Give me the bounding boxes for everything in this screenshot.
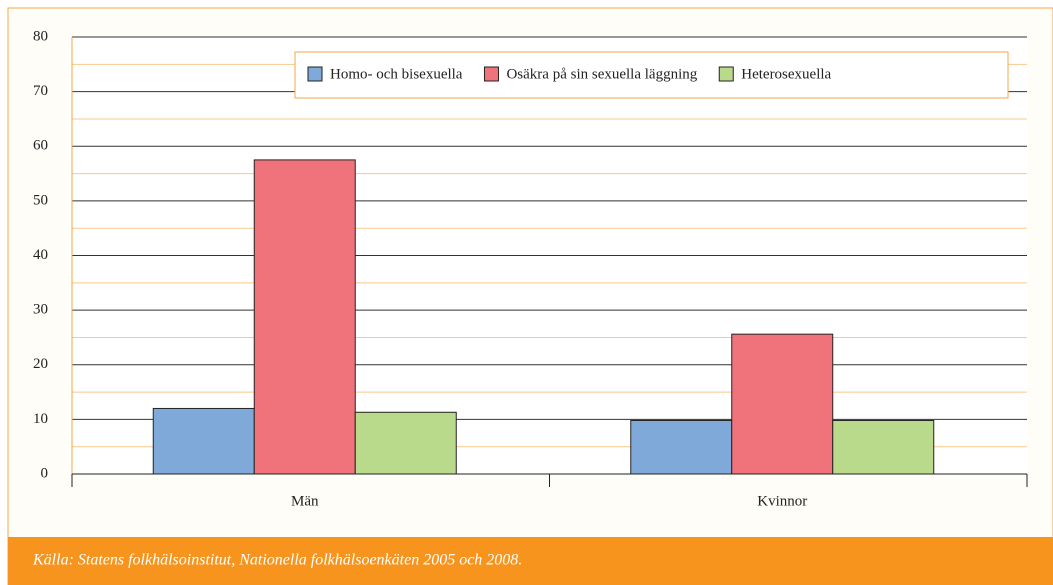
legend: Homo- och bisexuella Osäkra på sin sexuel… bbox=[294, 51, 1009, 99]
bar bbox=[630, 419, 733, 475]
y-tick-label: 70 bbox=[33, 83, 48, 99]
y-tick-label: 20 bbox=[33, 356, 48, 372]
y-tick-label: 30 bbox=[33, 302, 48, 318]
legend-label: Homo- och bisexuella bbox=[330, 66, 463, 82]
legend-swatch bbox=[718, 66, 734, 82]
x-tick-label: Kvinnor bbox=[757, 493, 807, 509]
bar bbox=[152, 407, 255, 475]
bar bbox=[731, 333, 834, 475]
y-tick-label: 40 bbox=[33, 247, 48, 263]
source-band bbox=[8, 537, 1053, 585]
legend-swatch bbox=[307, 66, 323, 82]
y-tick-label: 10 bbox=[33, 411, 48, 427]
legend-box bbox=[294, 51, 1009, 99]
legend-label: Heterosexuella bbox=[741, 66, 831, 82]
legend-swatch bbox=[483, 66, 499, 82]
legend-label: Osäkra på sin sexuella läggning bbox=[506, 66, 697, 82]
y-tick-label: 60 bbox=[33, 138, 48, 154]
y-tick-label: 0 bbox=[41, 465, 49, 481]
y-tick-label: 80 bbox=[33, 28, 48, 44]
bar bbox=[253, 159, 356, 475]
bar bbox=[354, 411, 457, 475]
y-tick-label: 50 bbox=[33, 192, 48, 208]
source: Källa: Statens folkhälsoinstitut, Nation… bbox=[32, 552, 522, 569]
bar bbox=[832, 419, 935, 475]
x-tick-label: Män bbox=[291, 493, 319, 509]
